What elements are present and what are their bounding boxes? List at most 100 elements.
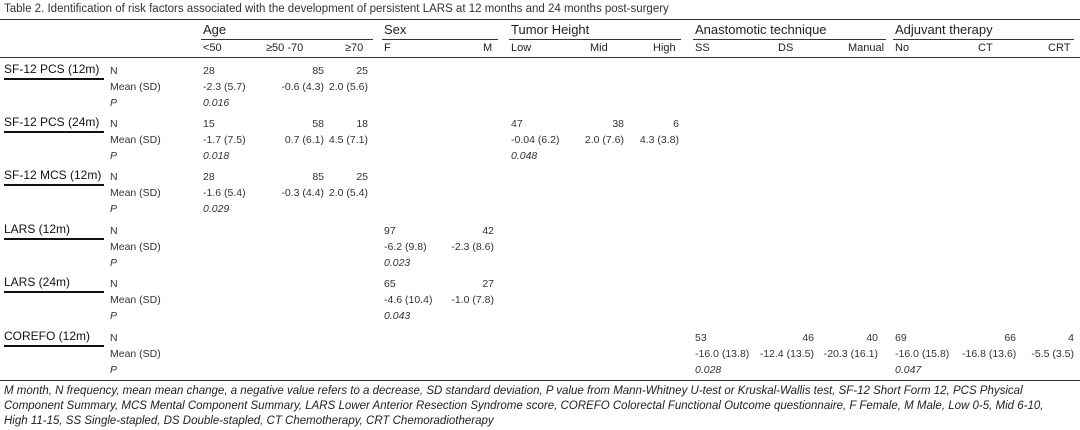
row-label-rule bbox=[4, 78, 104, 80]
row-label-rule bbox=[4, 291, 104, 293]
cell-n: 85 bbox=[312, 171, 324, 183]
row-sub-label-mean: Mean (SD) bbox=[110, 187, 161, 199]
row-sub-label-p: P bbox=[110, 97, 118, 109]
row-label: LARS (12m) bbox=[4, 222, 71, 236]
cell-mean-sd: -6.2 (9.8) bbox=[384, 241, 427, 253]
row-sub-label-p: P bbox=[110, 310, 118, 322]
cell-mean-sd: -1.7 (7.5) bbox=[203, 134, 246, 146]
cell-mean-sd: -16.0 (13.8) bbox=[695, 348, 750, 360]
cell-n: 18 bbox=[356, 118, 368, 130]
row-sub-label-n: N bbox=[110, 118, 118, 130]
cell-p-value: 0.043 bbox=[384, 310, 411, 322]
cell-mean-sd: -16.0 (15.8) bbox=[895, 348, 950, 360]
subheader-adj-3: CRT bbox=[1048, 42, 1071, 54]
subheader-anast-1: SS bbox=[695, 42, 710, 54]
cell-n: 25 bbox=[356, 171, 368, 183]
cell-mean-sd: -1.0 (7.8) bbox=[451, 294, 494, 306]
cell-n: 85 bbox=[312, 65, 324, 77]
age-rule bbox=[201, 39, 373, 40]
cell-mean-sd: 0.7 (6.1) bbox=[284, 134, 324, 146]
cell-n: 65 bbox=[384, 278, 396, 290]
group-header-adjuvant-therapy: Adjuvant therapy bbox=[895, 22, 993, 37]
cell-n: 47 bbox=[511, 118, 523, 130]
subheader-tumor-3: High bbox=[653, 42, 676, 54]
row-label-rule bbox=[4, 131, 104, 133]
cell-n: 25 bbox=[356, 65, 368, 77]
cell-n: 46 bbox=[802, 332, 814, 344]
cell-mean-sd: -12.4 (13.5) bbox=[759, 348, 814, 360]
cell-p-value: 0.028 bbox=[695, 364, 722, 376]
subheader-anast-3: Manual bbox=[848, 42, 885, 54]
cell-mean-sd: 4.3 (3.8) bbox=[639, 134, 679, 146]
cell-n: 27 bbox=[482, 278, 494, 290]
sex-rule bbox=[382, 39, 498, 40]
cell-n: 42 bbox=[482, 225, 494, 237]
cell-mean-sd: -20.3 (16.1) bbox=[823, 348, 878, 360]
cell-mean-sd: 2.0 (5.4) bbox=[328, 187, 368, 199]
subheader-sex-2: M bbox=[483, 42, 493, 54]
cell-p-value: 0.016 bbox=[203, 97, 230, 109]
row-sub-label-mean: Mean (SD) bbox=[110, 134, 161, 146]
tumor-rule bbox=[509, 39, 681, 40]
row-sub-label-mean: Mean (SD) bbox=[110, 294, 161, 306]
cell-mean-sd: 4.5 (7.1) bbox=[328, 134, 368, 146]
row-label-rule bbox=[4, 184, 104, 186]
cell-p-value: 0.018 bbox=[203, 150, 230, 162]
row-sub-label-mean: Mean (SD) bbox=[110, 348, 161, 360]
cell-mean-sd: -2.3 (8.6) bbox=[451, 241, 494, 253]
cell-n: 15 bbox=[203, 118, 215, 130]
row-label: SF-12 PCS (12m) bbox=[4, 62, 100, 76]
cell-p-value: 0.029 bbox=[203, 203, 230, 215]
group-header-age: Age bbox=[203, 22, 227, 37]
row-label: SF-12 MCS (12m) bbox=[4, 168, 102, 182]
row-sub-label-p: P bbox=[110, 364, 118, 376]
group-header-tumor-height: Tumor Height bbox=[511, 22, 590, 37]
subheader-age-3: ≥70 bbox=[345, 42, 364, 54]
row-sub-label-n: N bbox=[110, 332, 118, 344]
row-sub-label-p: P bbox=[110, 257, 118, 269]
cell-n: 97 bbox=[384, 225, 396, 237]
row-sub-label-mean: Mean (SD) bbox=[110, 81, 161, 93]
row-label: LARS (24m) bbox=[4, 275, 71, 289]
subheader-age-2: ≥50 -70 bbox=[266, 42, 304, 54]
anast-rule bbox=[693, 39, 886, 40]
row-sub-label-n: N bbox=[110, 225, 118, 237]
cell-mean-sd: -4.6 (10.4) bbox=[384, 294, 433, 306]
row-label-rule bbox=[4, 238, 104, 240]
cell-n: 4 bbox=[1068, 332, 1074, 344]
cell-mean-sd: -0.04 (6.2) bbox=[511, 134, 560, 146]
cell-n: 58 bbox=[312, 118, 324, 130]
group-header-anastomotic-technique: Anastomotic technique bbox=[695, 22, 827, 37]
cell-n: 28 bbox=[203, 65, 215, 77]
title-rule bbox=[0, 19, 1080, 20]
row-sub-label-n: N bbox=[110, 278, 118, 290]
cell-n: 40 bbox=[866, 332, 878, 344]
row-label-rule bbox=[4, 345, 104, 347]
cell-mean-sd: -2.3 (5.7) bbox=[203, 81, 246, 93]
cell-mean-sd: -1.6 (5.4) bbox=[203, 187, 246, 199]
subheader-age-1: <50 bbox=[203, 42, 222, 54]
subheader-adj-1: No bbox=[895, 42, 910, 54]
bottom-rule bbox=[0, 380, 1080, 381]
row-label: COREFO (12m) bbox=[4, 329, 91, 343]
cell-p-value: 0.048 bbox=[511, 150, 538, 162]
adj-rule bbox=[893, 39, 1074, 40]
header-rule bbox=[0, 57, 1080, 58]
cell-p-value: 0.023 bbox=[384, 257, 411, 269]
row-sub-label-mean: Mean (SD) bbox=[110, 241, 161, 253]
table-title: Table 2. Identification of risk factors … bbox=[4, 3, 669, 15]
row-sub-label-p: P bbox=[110, 150, 118, 162]
cell-n: 69 bbox=[895, 332, 907, 344]
cell-n: 28 bbox=[203, 171, 215, 183]
subheader-adj-2: CT bbox=[978, 42, 993, 54]
subheader-anast-2: DS bbox=[778, 42, 794, 54]
row-sub-label-n: N bbox=[110, 171, 118, 183]
cell-mean-sd: -0.6 (4.3) bbox=[281, 81, 324, 93]
cell-n: 66 bbox=[1004, 332, 1016, 344]
cell-mean-sd: 2.0 (7.6) bbox=[584, 134, 624, 146]
cell-mean-sd: -16.8 (13.6) bbox=[962, 348, 1017, 360]
group-header-sex: Sex bbox=[384, 22, 407, 37]
cell-n: 53 bbox=[695, 332, 707, 344]
cell-mean-sd: 2.0 (5.6) bbox=[328, 81, 368, 93]
subheader-tumor-2: Mid bbox=[590, 42, 608, 54]
